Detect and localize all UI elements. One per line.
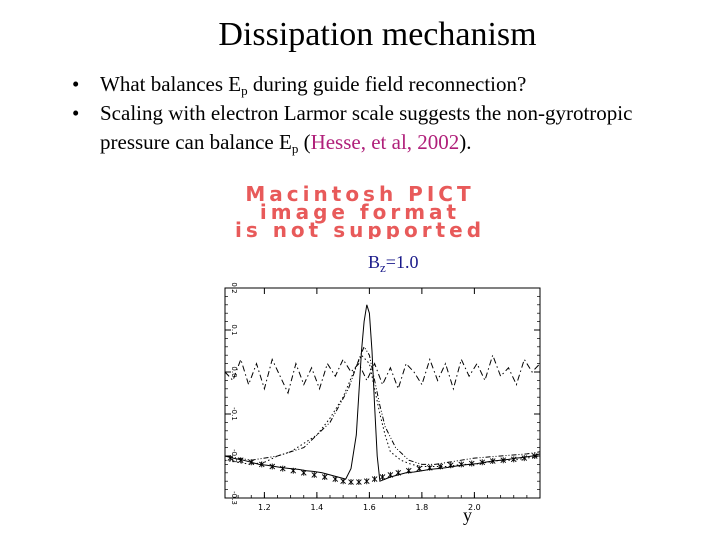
- bullet-text-post: during guide field reconnection?: [247, 72, 527, 96]
- x-tick-label: 1.2: [258, 503, 271, 510]
- series-star-marker: [363, 478, 370, 485]
- x-tick-label: 1.6: [363, 503, 376, 510]
- y-tick-label: 0.1: [230, 324, 238, 335]
- figure-label-sub: z: [380, 260, 386, 275]
- series-star-marker: [237, 457, 244, 464]
- bullet-item: • Scaling with electron Larmor scale sug…: [72, 99, 692, 157]
- series-star-marker: [405, 467, 412, 474]
- series-star-marker: [340, 478, 346, 485]
- bullet-subscript: p: [291, 141, 299, 156]
- series-star-marker: [258, 461, 265, 468]
- series-star-marker: [371, 476, 378, 483]
- series-star-marker: [248, 459, 255, 466]
- y-tick-label: -0.3: [230, 491, 238, 505]
- line-plot: 1.2 1.4 1.6 1.8 2.0 -0.3 -0.2 -0.1 0.0 0.1 0.2: [224, 282, 541, 510]
- series-line-solid: [224, 304, 541, 482]
- series-star-marker: [479, 459, 486, 466]
- bullet-subscript: p: [241, 83, 248, 98]
- bullet-dot: •: [72, 72, 80, 96]
- series-star-marker: [416, 465, 423, 472]
- y-tick-label: -0.1: [230, 407, 238, 421]
- figure-label-post: =1.0: [385, 252, 419, 272]
- series-star-marker: [510, 456, 517, 463]
- y-tick-label: 0.2: [230, 282, 238, 293]
- x-axis-label: y: [463, 505, 472, 525]
- series-star-marker: [489, 458, 496, 465]
- placeholder-line-2: image format: [260, 200, 460, 224]
- series-star-marker: [300, 469, 307, 476]
- bullet-text-mid: (: [298, 130, 311, 154]
- x-tick-label: 2.0: [468, 503, 481, 510]
- series-star-marker: [321, 474, 328, 480]
- series-star-marker: [500, 457, 507, 464]
- series-star-marker: [269, 463, 276, 470]
- series-star-marker: [395, 469, 402, 476]
- series-star-marker: [437, 463, 444, 470]
- series-star-marker: [387, 471, 394, 478]
- series-line-dash-dot-dot: [224, 345, 541, 465]
- series-star-marker: [468, 460, 475, 467]
- series-star-marker: [348, 479, 354, 486]
- placeholder-line-1: Macintosh PICT: [245, 183, 474, 206]
- bullet-text-post: ).: [459, 130, 472, 154]
- series-line-dotted: [224, 354, 541, 467]
- series-star-marker: [521, 455, 528, 462]
- y-tick-label: -0.2: [230, 449, 238, 463]
- bullet-item: • What balances Ep during guide field re…: [72, 70, 692, 99]
- bullet-text-pre: Scaling with electron Larmor scale sugge…: [100, 101, 633, 154]
- bullet-text-pre: What balances E: [100, 72, 242, 96]
- series-star-marker: [311, 471, 318, 478]
- series-star-marker: [290, 467, 297, 474]
- series-star-marker: [531, 453, 538, 459]
- unsupported-image-placeholder: Macintosh PICT image format is not suppo…: [235, 183, 485, 239]
- citation-link[interactable]: Hesse, et al, 2002: [310, 130, 460, 154]
- series-star-marker: [332, 476, 339, 483]
- placeholder-line-3: is not supported: [235, 218, 485, 239]
- series-star-marker: [447, 462, 454, 469]
- x-tick-label: 1.4: [311, 503, 324, 510]
- x-tick-label: 1.8: [416, 503, 429, 510]
- series-star-marker: [356, 479, 362, 486]
- figure-label-pre: B: [368, 252, 381, 272]
- figure-label: Bz=1.0: [368, 252, 419, 275]
- y-tick-label: 0.0: [230, 366, 238, 377]
- series-star-marker: [279, 465, 286, 472]
- slide-title: Dissipation mechanism: [218, 16, 537, 53]
- series-star-marker: [426, 464, 433, 471]
- bullet-dot: •: [72, 101, 80, 125]
- series-star-marker: [458, 461, 465, 468]
- bullet-list: • What balances Ep during guide field re…: [72, 70, 692, 157]
- series-line-dash-dot: [224, 353, 541, 395]
- series-star-marker: [379, 474, 386, 480]
- series-star-marker: [227, 455, 234, 462]
